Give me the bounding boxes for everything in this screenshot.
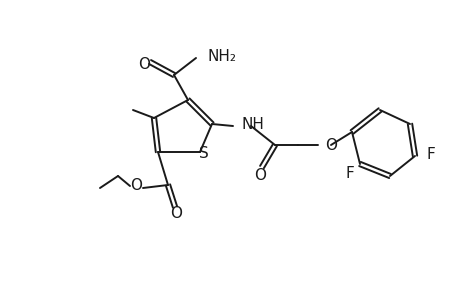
Text: F: F [426,146,435,161]
Text: O: O [253,167,265,182]
Text: NH₂: NH₂ [207,49,236,64]
Text: O: O [170,206,182,221]
Text: F: F [345,167,353,182]
Text: S: S [199,146,208,160]
Text: O: O [138,56,150,71]
Text: O: O [325,137,336,152]
Text: O: O [130,178,142,194]
Text: NH: NH [241,116,264,131]
